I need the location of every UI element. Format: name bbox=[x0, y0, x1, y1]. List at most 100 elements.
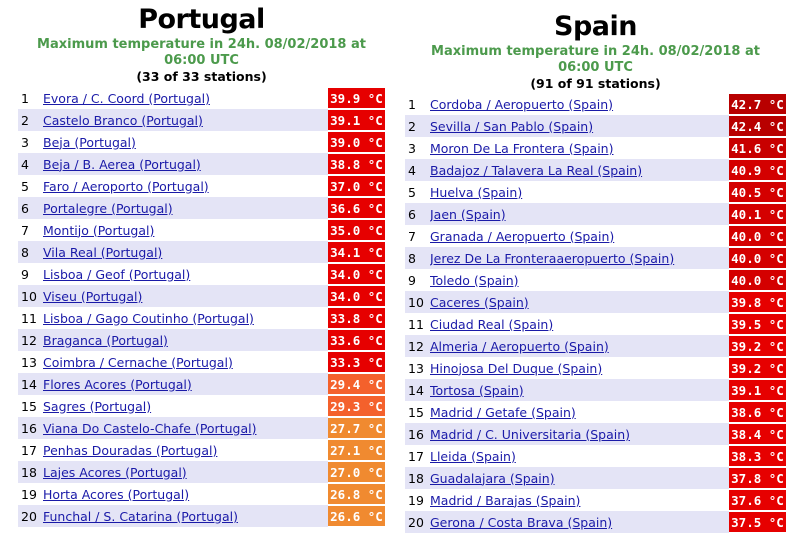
table-row: 7 Granada / Aeropuerto (Spain) 40.0 °C bbox=[405, 225, 786, 247]
temperature-cell: 33.3 °C bbox=[328, 351, 385, 373]
station-cell: Lajes Acores (Portugal) bbox=[43, 461, 328, 483]
station-link[interactable]: Jerez De La Fronteraaeropuerto (Spain) bbox=[430, 250, 675, 266]
rank-cell: 12 bbox=[18, 329, 43, 351]
temperature-cell: 40.5 °C bbox=[729, 181, 786, 203]
portugal-subtitle: Maximum temperature in 24h. 08/02/2018 a… bbox=[18, 37, 385, 69]
station-link[interactable]: Lisboa / Geof (Portugal) bbox=[43, 266, 191, 282]
temperature-cell: 40.0 °C bbox=[729, 247, 786, 269]
table-row: 18 Lajes Acores (Portugal) 27.0 °C bbox=[18, 461, 385, 483]
station-link[interactable]: Lisboa / Gago Coutinho (Portugal) bbox=[43, 310, 254, 326]
rank-cell: 6 bbox=[18, 197, 43, 219]
station-link[interactable]: Coimbra / Cernache (Portugal) bbox=[43, 354, 233, 370]
station-link[interactable]: Lajes Acores (Portugal) bbox=[43, 464, 187, 480]
station-link[interactable]: Viana Do Castelo-Chafe (Portugal) bbox=[43, 420, 257, 436]
table-row: 14 Tortosa (Spain) 39.1 °C bbox=[405, 379, 786, 401]
rank-cell: 8 bbox=[405, 247, 430, 269]
temperature-cell: 37.6 °C bbox=[729, 489, 786, 511]
station-link[interactable]: Beja (Portugal) bbox=[43, 134, 136, 150]
rank-cell: 14 bbox=[405, 379, 430, 401]
station-cell: Madrid / Barajas (Spain) bbox=[430, 489, 729, 511]
temperature-cell: 37.0 °C bbox=[328, 175, 385, 197]
station-link[interactable]: Funchal / S. Catarina (Portugal) bbox=[43, 508, 238, 524]
temperature-cell: 40.1 °C bbox=[729, 203, 786, 225]
temperature-cell: 27.1 °C bbox=[328, 439, 385, 461]
station-link[interactable]: Caceres (Spain) bbox=[430, 294, 529, 310]
station-link[interactable]: Tortosa (Spain) bbox=[430, 382, 524, 398]
table-row: 7 Montijo (Portugal) 35.0 °C bbox=[18, 219, 385, 241]
table-row: 6 Jaen (Spain) 40.1 °C bbox=[405, 203, 786, 225]
rank-cell: 19 bbox=[405, 489, 430, 511]
station-link[interactable]: Sevilla / San Pablo (Spain) bbox=[430, 118, 594, 134]
table-row: 14 Flores Acores (Portugal) 29.4 °C bbox=[18, 373, 385, 395]
table-row: 5 Faro / Aeroporto (Portugal) 37.0 °C bbox=[18, 175, 385, 197]
station-link[interactable]: Montijo (Portugal) bbox=[43, 222, 155, 238]
rank-cell: 14 bbox=[18, 373, 43, 395]
station-link[interactable]: Vila Real (Portugal) bbox=[43, 244, 163, 260]
temperature-cell: 26.6 °C bbox=[328, 505, 385, 527]
station-link[interactable]: Gerona / Costa Brava (Spain) bbox=[430, 514, 613, 530]
station-link[interactable]: Almeria / Aeropuerto (Spain) bbox=[430, 338, 609, 354]
table-row: 11 Lisboa / Gago Coutinho (Portugal) 33.8 … bbox=[18, 307, 385, 329]
station-cell: Sevilla / San Pablo (Spain) bbox=[430, 115, 729, 137]
rank-cell: 5 bbox=[18, 175, 43, 197]
table-row: 5 Huelva (Spain) 40.5 °C bbox=[405, 181, 786, 203]
station-link[interactable]: Granada / Aeropuerto (Spain) bbox=[430, 228, 615, 244]
portugal-subtitle-line1: Maximum temperature in 24h. 08/02/2018 a… bbox=[37, 37, 366, 52]
station-link[interactable]: Ciudad Real (Spain) bbox=[430, 316, 554, 332]
station-link[interactable]: Beja / B. Aerea (Portugal) bbox=[43, 156, 201, 172]
portugal-subtitle-line2: 06:00 UTC bbox=[164, 53, 239, 68]
station-link[interactable]: Faro / Aeroporto (Portugal) bbox=[43, 178, 209, 194]
station-cell: Granada / Aeropuerto (Spain) bbox=[430, 225, 729, 247]
rank-cell: 10 bbox=[18, 285, 43, 307]
table-row: 12 Braganca (Portugal) 33.6 °C bbox=[18, 329, 385, 351]
spain-title: Spain bbox=[554, 11, 637, 42]
rank-cell: 13 bbox=[405, 357, 430, 379]
station-link[interactable]: Jaen (Spain) bbox=[430, 206, 506, 222]
station-link[interactable]: Braganca (Portugal) bbox=[43, 332, 168, 348]
station-link[interactable]: Madrid / Barajas (Spain) bbox=[430, 492, 581, 508]
station-link[interactable]: Hinojosa Del Duque (Spain) bbox=[430, 360, 603, 376]
station-cell: Jerez De La Fronteraaeropuerto (Spain) bbox=[430, 247, 729, 269]
station-link[interactable]: Guadalajara (Spain) bbox=[430, 470, 555, 486]
spain-subtitle-line1: Maximum temperature in 24h. 08/02/2018 a… bbox=[431, 44, 760, 59]
temperature-cell: 39.9 °C bbox=[328, 87, 385, 109]
station-cell: Hinojosa Del Duque (Spain) bbox=[430, 357, 729, 379]
table-row: 10 Caceres (Spain) 39.8 °C bbox=[405, 291, 786, 313]
station-link[interactable]: Portalegre (Portugal) bbox=[43, 200, 173, 216]
station-link[interactable]: Toledo (Spain) bbox=[430, 272, 519, 288]
station-link[interactable]: Madrid / C. Universitaria (Spain) bbox=[430, 426, 630, 442]
temperature-cell: 41.6 °C bbox=[729, 137, 786, 159]
table-row: 11 Ciudad Real (Spain) 39.5 °C bbox=[405, 313, 786, 335]
table-row: 2 Castelo Branco (Portugal) 39.1 °C bbox=[18, 109, 385, 131]
station-link[interactable]: Sagres (Portugal) bbox=[43, 398, 152, 414]
station-link[interactable]: Viseu (Portugal) bbox=[43, 288, 143, 304]
station-link[interactable]: Cordoba / Aeropuerto (Spain) bbox=[430, 96, 614, 112]
station-link[interactable]: Penhas Douradas (Portugal) bbox=[43, 442, 218, 458]
station-link[interactable]: Horta Acores (Portugal) bbox=[43, 486, 190, 502]
rank-cell: 9 bbox=[18, 263, 43, 285]
temperature-cell: 38.6 °C bbox=[729, 401, 786, 423]
rank-cell: 19 bbox=[18, 483, 43, 505]
station-cell: Caceres (Spain) bbox=[430, 291, 729, 313]
station-link[interactable]: Madrid / Getafe (Spain) bbox=[430, 404, 576, 420]
station-link[interactable]: Huelva (Spain) bbox=[430, 184, 523, 200]
station-link[interactable]: Flores Acores (Portugal) bbox=[43, 376, 192, 392]
station-link[interactable]: Castelo Branco (Portugal) bbox=[43, 112, 203, 128]
station-link[interactable]: Badajoz / Talavera La Real (Spain) bbox=[430, 162, 643, 178]
station-cell: Beja / B. Aerea (Portugal) bbox=[43, 153, 328, 175]
station-link[interactable]: Evora / C. Coord (Portugal) bbox=[43, 90, 210, 106]
station-cell: Gerona / Costa Brava (Spain) bbox=[430, 511, 729, 533]
rank-cell: 6 bbox=[405, 203, 430, 225]
rank-cell: 7 bbox=[18, 219, 43, 241]
rank-cell: 17 bbox=[18, 439, 43, 461]
station-cell: Sagres (Portugal) bbox=[43, 395, 328, 417]
station-cell: Vila Real (Portugal) bbox=[43, 241, 328, 263]
temperature-cell: 40.0 °C bbox=[729, 225, 786, 247]
table-row: 17 Lleida (Spain) 38.3 °C bbox=[405, 445, 786, 467]
station-link[interactable]: Moron De La Frontera (Spain) bbox=[430, 140, 614, 156]
portugal-title: Portugal bbox=[138, 4, 265, 35]
spain-panel: Spain Maximum temperature in 24h. 08/02/… bbox=[405, 0, 786, 533]
station-link[interactable]: Lleida (Spain) bbox=[430, 448, 516, 464]
temperature-cell: 39.2 °C bbox=[729, 357, 786, 379]
station-cell: Tortosa (Spain) bbox=[430, 379, 729, 401]
